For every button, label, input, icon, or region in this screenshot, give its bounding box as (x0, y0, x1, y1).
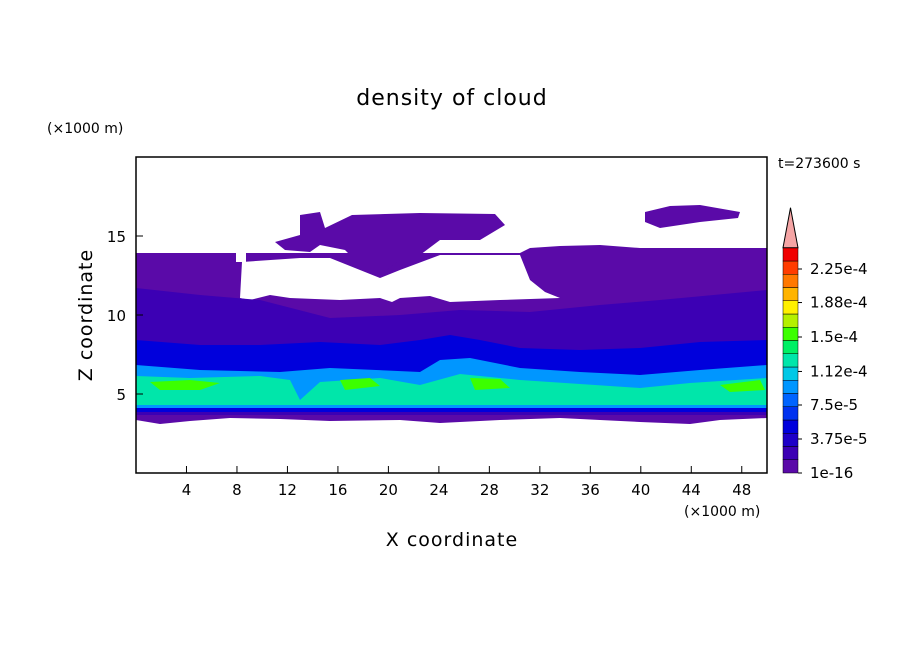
colorbar-band (782, 287, 799, 301)
contour-field (136, 205, 767, 424)
contour-fill (645, 205, 740, 228)
x-unit: (×1000 m) (684, 504, 760, 520)
contour-fill (136, 374, 767, 405)
x-tick-label: 12 (278, 481, 297, 499)
chart-title: density of cloud (356, 86, 547, 111)
colorbar-label: 3.75e-5 (810, 430, 868, 448)
colorbar-band (782, 380, 799, 394)
colorbar-band (782, 393, 799, 407)
x-tick-label: 20 (379, 481, 398, 499)
contour-gap (240, 255, 560, 302)
x-tick-label: 40 (631, 481, 650, 499)
colorbar-band (782, 300, 799, 315)
colorbar-band (782, 313, 799, 328)
x-tick-label: 8 (232, 481, 242, 499)
colorbar-extend (782, 207, 799, 249)
y-tick-label: 10 (107, 307, 126, 325)
x-tick-label: 4 (182, 481, 192, 499)
colorbar-band (782, 260, 799, 275)
x-tick-label: 28 (480, 481, 499, 499)
y-axis-label: Z coordinate (75, 249, 97, 381)
x-tick-label: 44 (682, 481, 701, 499)
colorbar-band (782, 446, 799, 460)
colorbar-label: 1.88e-4 (810, 294, 868, 312)
x-tick-label: 48 (732, 481, 751, 499)
colorbar-band (782, 406, 799, 421)
y-tick-label: 15 (107, 228, 126, 246)
x-axis-label: X coordinate (386, 529, 518, 551)
colorbar-band (782, 274, 799, 288)
time-label: t=273600 s (778, 156, 860, 172)
colorbar-label: 2.25e-4 (810, 260, 868, 278)
x-tick-label: 24 (429, 481, 448, 499)
colorbar-band (782, 340, 799, 354)
colorbar-label: 1.12e-4 (810, 362, 868, 380)
colorbar-label: 1.5e-4 (810, 328, 858, 346)
colorbar-band (782, 353, 799, 368)
colorbar-band (782, 433, 799, 447)
colorbar-band (782, 459, 799, 474)
contour-fill (275, 212, 505, 275)
colorbar-band (782, 366, 799, 381)
colorbar-band (782, 327, 799, 341)
y-unit: (×1000 m) (47, 121, 123, 137)
colorbar-band (782, 419, 799, 434)
x-tick-label: 32 (530, 481, 549, 499)
x-tick-label: 16 (328, 481, 347, 499)
x-tick-label: 36 (581, 481, 600, 499)
y-tick-label: 5 (116, 386, 126, 404)
colorbar-label: 1e-16 (810, 464, 853, 482)
colorbar-label: 7.5e-5 (810, 396, 858, 414)
colorbar-band (782, 247, 799, 262)
